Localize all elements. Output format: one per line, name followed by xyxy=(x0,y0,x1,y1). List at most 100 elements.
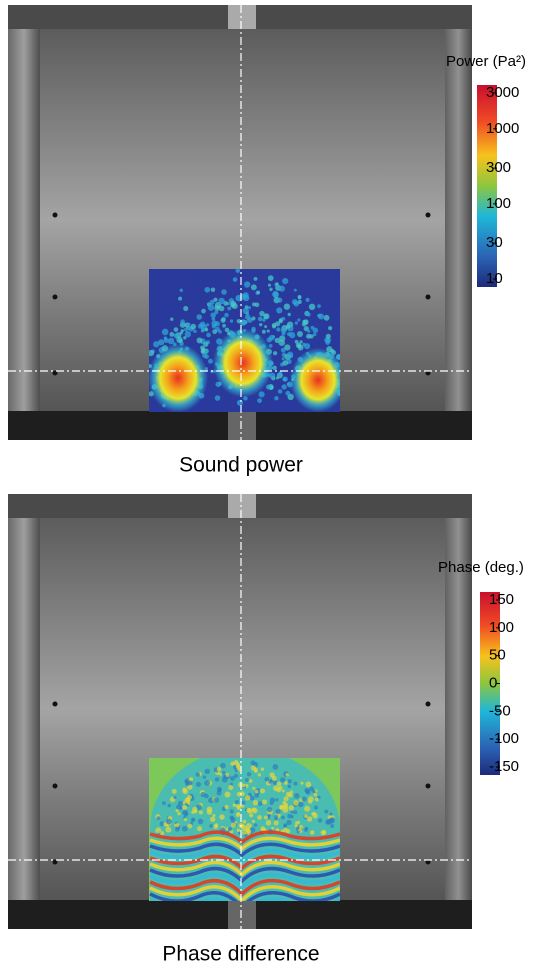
colorbar-tick-label: -100 xyxy=(489,730,519,747)
speckle xyxy=(279,371,282,374)
speckle xyxy=(272,335,275,338)
speckle xyxy=(252,808,256,812)
speckle xyxy=(237,319,241,323)
colorbar-tick-label: 100 xyxy=(489,619,514,636)
speckle xyxy=(203,775,207,779)
speckle xyxy=(258,801,263,806)
speckle xyxy=(282,789,285,792)
speckle xyxy=(287,785,291,789)
speckle xyxy=(318,818,322,822)
colorbar-tick-label: 300 xyxy=(486,159,511,176)
speckle xyxy=(182,826,188,832)
figure: Sound powerPower (Pa²)103010030010003000… xyxy=(0,0,547,962)
speckle xyxy=(177,812,180,815)
speckle xyxy=(242,784,245,787)
photo-side xyxy=(8,518,40,900)
speckle xyxy=(178,801,183,806)
speckle xyxy=(330,813,333,816)
speckle xyxy=(250,760,255,765)
speckle xyxy=(206,323,209,326)
speckle xyxy=(212,329,217,334)
speckle xyxy=(264,325,267,328)
photo-shaft xyxy=(228,411,256,440)
speckle xyxy=(267,807,272,812)
speckle xyxy=(207,806,213,812)
speckle xyxy=(167,804,171,808)
speckle xyxy=(302,322,306,326)
colorbar-tick-label: 3000 xyxy=(486,84,519,101)
colorbar-tick-label: 50 xyxy=(489,647,506,664)
speckle xyxy=(274,820,279,825)
speckle xyxy=(204,287,210,293)
speckle xyxy=(306,312,310,316)
bolt xyxy=(53,295,58,300)
speckle xyxy=(251,284,257,290)
colorbar-tick-label: -50 xyxy=(489,702,511,719)
speckle xyxy=(210,300,215,305)
colorbar-tick-label: 30 xyxy=(486,234,503,251)
speckle xyxy=(312,813,317,818)
speckle xyxy=(191,818,195,822)
speckle xyxy=(218,298,224,304)
speckle xyxy=(306,334,311,339)
speckle xyxy=(277,297,282,302)
photo-side xyxy=(8,29,40,411)
speckle xyxy=(251,765,256,770)
speckle xyxy=(275,809,280,814)
speckle xyxy=(187,802,190,805)
speckle xyxy=(315,798,319,802)
bolt xyxy=(426,784,431,789)
speckle xyxy=(244,281,250,287)
speckle xyxy=(281,317,285,321)
speckle xyxy=(236,268,240,272)
speckle xyxy=(298,296,301,299)
speckle xyxy=(230,776,235,781)
bolt xyxy=(53,784,58,789)
speckle xyxy=(241,801,245,805)
speckle xyxy=(264,816,268,820)
speckle xyxy=(253,800,258,805)
speckle xyxy=(258,773,261,776)
speckle xyxy=(257,291,260,294)
speckle xyxy=(284,796,289,801)
colorbar-tick-label: -150 xyxy=(489,758,519,775)
speckle xyxy=(230,783,233,786)
speckle xyxy=(272,291,278,297)
speckle xyxy=(224,791,230,797)
speckle xyxy=(328,326,332,330)
speckle xyxy=(249,779,253,783)
speckle xyxy=(184,818,187,821)
bolt xyxy=(53,213,58,218)
speckle xyxy=(262,330,266,334)
speckle xyxy=(307,330,310,333)
speckle xyxy=(223,775,227,779)
speckle xyxy=(312,790,315,793)
speckle xyxy=(243,295,249,301)
speckle xyxy=(219,773,222,776)
speckle xyxy=(175,809,178,812)
speckle xyxy=(280,777,285,782)
speckle xyxy=(267,329,270,332)
speckle xyxy=(237,400,243,406)
speckle xyxy=(247,772,251,776)
speckle xyxy=(284,303,290,309)
speckle xyxy=(230,319,233,322)
speckle xyxy=(219,814,224,819)
speckle xyxy=(285,391,290,396)
speckle xyxy=(214,310,218,314)
speckle xyxy=(277,788,281,792)
speckle xyxy=(306,298,310,302)
speckle xyxy=(221,289,227,295)
speckle xyxy=(222,324,226,328)
speckle xyxy=(283,824,287,828)
speckle xyxy=(235,800,239,804)
photo-shaft xyxy=(228,5,256,29)
speckle xyxy=(283,360,289,366)
speckle xyxy=(269,288,272,291)
hot-spot xyxy=(290,348,346,412)
speckle xyxy=(268,284,271,287)
speckle xyxy=(183,306,188,311)
speckle xyxy=(257,398,262,403)
hot-spot xyxy=(213,329,273,398)
speckle xyxy=(314,806,318,810)
